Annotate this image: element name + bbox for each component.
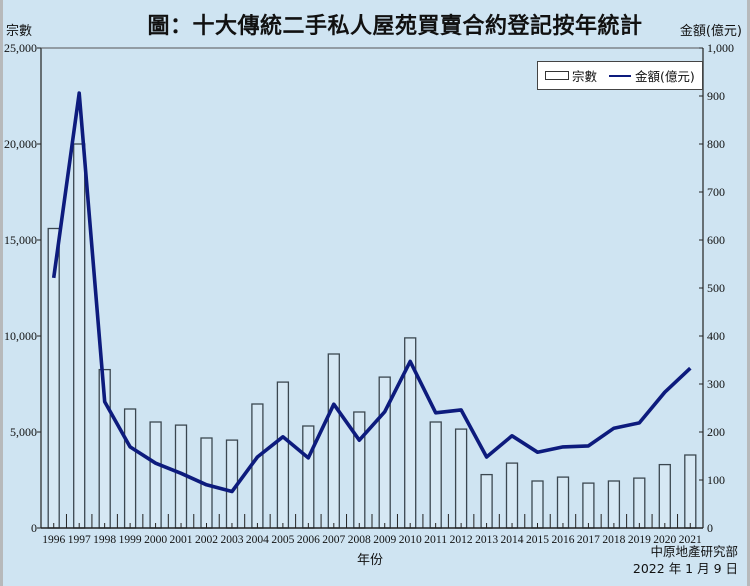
bar-1997 [73, 143, 86, 529]
x-tick-label: 2017 [577, 532, 600, 546]
source-note: 中原地產研究部 2022 年 1 月 9 日 [633, 543, 738, 577]
left-axis-label: 宗數 [6, 24, 33, 39]
right-tick-label: 200 [707, 425, 725, 439]
x-tick-label: 2001 [170, 532, 193, 546]
legend-bar-label: 宗數 [572, 69, 598, 84]
bar-2007 [327, 353, 340, 529]
left-tick-label: 10,000 [4, 329, 37, 343]
x-tick-label: 2004 [246, 532, 269, 546]
bar-2009 [378, 376, 391, 529]
left-tick-label: 15,000 [4, 233, 37, 247]
x-tick-label: 1999 [119, 532, 142, 546]
right-tick-label: 600 [707, 233, 725, 247]
bar-2018 [607, 480, 621, 529]
bar-2019 [633, 477, 646, 529]
right-tick-label: 400 [707, 329, 725, 343]
bar-2015 [531, 480, 544, 529]
x-tick-label: 2006 [297, 532, 320, 546]
bar-2011 [429, 421, 442, 529]
left-tick-label: 25,000 [4, 41, 37, 55]
x-tick-label: 2002 [195, 532, 218, 546]
axes: 0 5,000 10,000 15,000 20,000 25,000 0 100 200 300… [4, 41, 734, 546]
right-tick-label: 500 [707, 281, 725, 295]
right-axis-label: 金額(億元) [679, 24, 742, 39]
x-tick-label: 1998 [93, 532, 116, 546]
chart-title: 圖：十大傳統二手私人屋苑買賣合約登記按年統計 [147, 14, 643, 39]
source-date: 2022 年 1 月 9 日 [632, 561, 738, 576]
bar-2017 [582, 482, 595, 529]
legend: 宗數 金額(億元) [537, 61, 703, 90]
x-tick-label: 2013 [475, 532, 498, 546]
x-tick-label: 2010 [399, 532, 422, 546]
bar-2005 [276, 381, 290, 529]
x-tick-label: 2018 [602, 532, 625, 546]
bar-2021 [684, 454, 697, 529]
x-tick-label: 2014 [501, 532, 524, 546]
right-tick-label: 1,000 [707, 41, 734, 55]
x-tick-label: 1996 [42, 532, 65, 546]
x-tick-label: 2020 [653, 532, 676, 546]
right-tick-label: 300 [707, 377, 725, 391]
x-tick-label: 2005 [271, 532, 294, 546]
legend-bar-swatch [545, 71, 569, 80]
left-tick-label: 5,000 [10, 425, 37, 439]
x-tick-label: 1997 [68, 532, 91, 546]
bar-2006 [302, 425, 315, 529]
x-tick-label: 2000 [144, 532, 167, 546]
right-tick-label: 900 [707, 89, 725, 103]
x-tick-label: 2021 [679, 532, 702, 546]
x-tick-label: 2012 [450, 532, 473, 546]
x-tick-label: 2008 [348, 532, 371, 546]
x-tick-label: 2015 [526, 532, 549, 546]
bar-2000 [149, 421, 162, 529]
bar-1999 [123, 408, 137, 529]
left-tick-label: 0 [31, 521, 37, 535]
bar-2012 [454, 428, 468, 529]
bar-2004 [251, 403, 264, 529]
x-tick-label: 2003 [220, 532, 243, 546]
right-tick-label: 100 [707, 473, 725, 487]
x-tick-label: 2007 [322, 532, 345, 546]
left-tick-label: 20,000 [4, 137, 37, 151]
x-tick-label: 2019 [628, 532, 651, 546]
bar-2014 [505, 462, 519, 529]
amount-line [51, 91, 692, 494]
bar-2016 [556, 476, 570, 529]
x-tick-label: 2011 [424, 532, 447, 546]
right-tick-label: 0 [707, 521, 713, 535]
source-org: 中原地產研究部 [650, 544, 738, 559]
bar-2008 [353, 411, 366, 529]
bar-2020 [658, 463, 671, 529]
right-tick-label: 800 [707, 137, 725, 151]
bar-series [47, 143, 697, 529]
line-series [51, 91, 692, 494]
x-tick-label: 2016 [551, 532, 574, 546]
x-axis-label: 年份 [357, 553, 384, 568]
legend-line-swatch [609, 74, 632, 77]
legend-line-label: 金額(億元) [635, 69, 695, 84]
bar-2013 [480, 473, 493, 529]
right-tick-label: 700 [707, 185, 725, 199]
x-tick-label: 2009 [373, 532, 396, 546]
